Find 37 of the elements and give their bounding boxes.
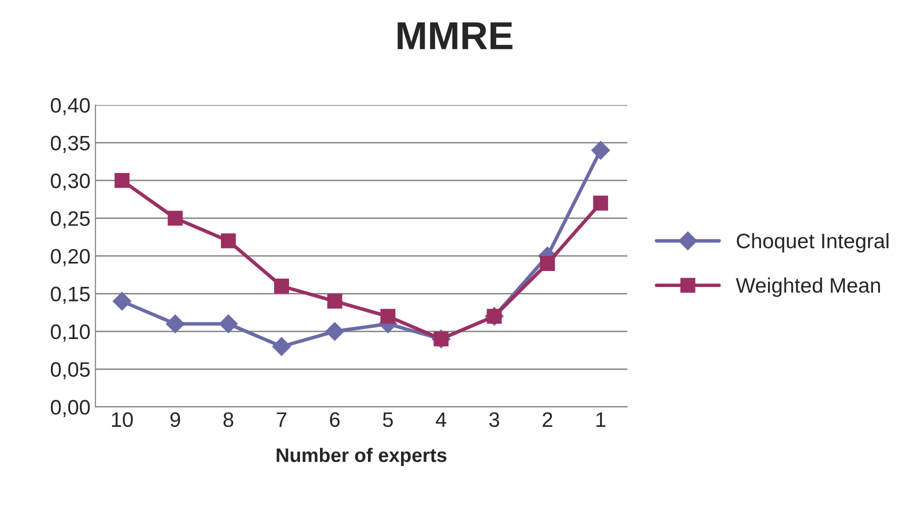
point	[220, 233, 236, 248]
x-tick-label: 1	[596, 412, 606, 427]
point	[540, 256, 555, 271]
y-tick-label: 0,05	[50, 362, 90, 380]
chart-title: MMRE	[398, 22, 512, 50]
point	[274, 278, 290, 294]
point	[166, 314, 185, 334]
point	[112, 292, 132, 311]
x-tick-label: 6	[330, 412, 340, 428]
point	[593, 196, 608, 211]
x-tick-label: 3	[489, 412, 500, 428]
point	[219, 314, 238, 334]
x-axis-title: Number of experts	[276, 448, 446, 466]
point	[380, 308, 396, 324]
point	[591, 140, 610, 160]
point	[168, 210, 183, 226]
y-tick-label: 0,25	[50, 211, 90, 228]
point	[327, 294, 342, 309]
legend-label: Choquet Integral	[736, 233, 888, 252]
y-tick-label: 0,35	[50, 136, 90, 153]
y-tick-label: 0,15	[50, 286, 90, 304]
point	[325, 322, 344, 341]
x-tick-label: 8	[224, 412, 234, 428]
x-tick-label: 9	[170, 412, 180, 428]
y-tick-label: 0,00	[50, 400, 90, 418]
y-tick-label: 0,20	[50, 248, 90, 266]
legend-label: Weighted Mean	[736, 277, 880, 297]
point	[272, 337, 291, 356]
x-tick-label: 2	[542, 412, 552, 427]
y-tick-label: 0,10	[50, 324, 90, 342]
x-tick-label: 4	[436, 412, 446, 427]
x-tick-label: 7	[276, 412, 286, 427]
y-tick-label: 0,30	[50, 173, 90, 191]
y-tick-label: 0,40	[50, 98, 90, 116]
x-tick-label: 10	[112, 412, 133, 428]
point	[114, 173, 130, 188]
x-tick-label: 5	[382, 412, 393, 428]
